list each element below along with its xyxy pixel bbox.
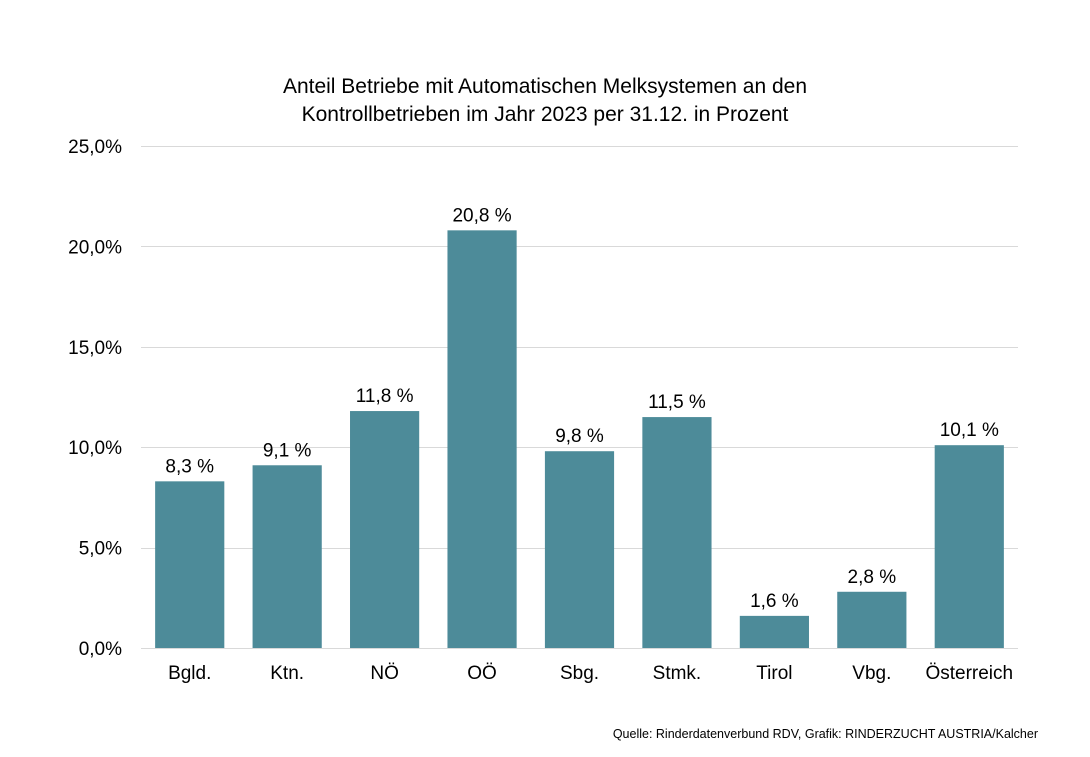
y-tick-label: 25,0% <box>68 137 122 158</box>
bar <box>837 591 907 648</box>
y-tick-label: 5,0% <box>79 539 122 560</box>
data-label: 8,3 % <box>165 456 214 477</box>
data-labels: 8,3 % 9,1 % 11,8 % 20,8 % 9,8 % 11,5 % 1,6 % 2,… <box>165 205 999 612</box>
x-tick-label: Österreich <box>925 663 1013 684</box>
x-tick-label: Sbg. <box>560 663 599 684</box>
x-tick-label: Vbg. <box>852 663 891 684</box>
x-axis-tick-labels: Bgld. Ktn. NÖ OÖ Sbg. Stmk. Tirol Vbg. Österreic… <box>168 663 1013 684</box>
chart-title-line-1: Anteil Betriebe mit Automatischen Melksy… <box>283 75 807 98</box>
x-tick-label: Ktn. <box>270 663 304 684</box>
y-tick-label: 0,0% <box>79 639 122 660</box>
bar <box>155 481 225 648</box>
bar <box>739 615 809 648</box>
data-label: 9,1 % <box>263 440 312 461</box>
chart-title-line-2: Kontrollbetrieben im Jahr 2023 per 31.12… <box>302 103 789 126</box>
y-tick-label: 10,0% <box>68 438 122 459</box>
data-label: 11,5 % <box>648 392 706 413</box>
bars <box>155 230 1004 648</box>
data-label: 11,8 % <box>356 386 414 407</box>
data-label: 10,1 % <box>940 420 999 441</box>
bar <box>642 417 712 648</box>
y-tick-label: 20,0% <box>68 237 122 258</box>
x-tick-label: Tirol <box>756 663 792 684</box>
y-axis-tick-labels: 0,0% 5,0% 10,0% 15,0% 20,0% 25,0% <box>68 137 122 660</box>
data-label: 2,8 % <box>848 567 897 588</box>
data-label: 9,8 % <box>555 426 604 447</box>
x-tick-label: Stmk. <box>653 663 702 684</box>
x-tick-label: Bgld. <box>168 663 211 684</box>
data-label: 1,6 % <box>750 591 799 612</box>
x-tick-label: OÖ <box>467 663 497 684</box>
bar <box>544 451 615 648</box>
y-tick-label: 15,0% <box>68 338 122 359</box>
bar <box>934 445 1004 648</box>
chart-title: Anteil Betriebe mit Automatischen Melksy… <box>283 75 807 126</box>
x-tick-label: NÖ <box>370 663 399 684</box>
source-note: Quelle: Rinderdatenverbund RDV, Grafik: … <box>612 727 1038 741</box>
bar <box>252 465 322 648</box>
data-label: 20,8 % <box>452 205 511 226</box>
bar <box>447 230 517 648</box>
bar <box>350 411 420 648</box>
